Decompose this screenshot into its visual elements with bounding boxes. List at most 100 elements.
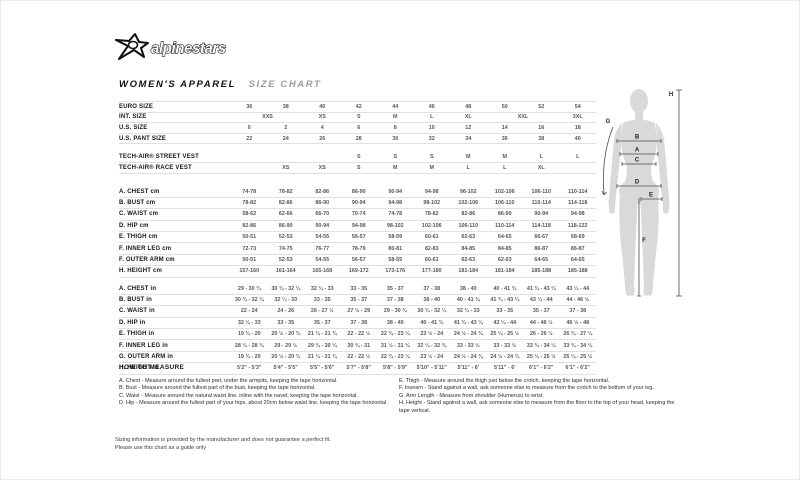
table-cell: 48 — [465, 103, 472, 110]
table-cell: 102-106 — [421, 222, 442, 229]
table-cell: 30 ¾ - 32 ¼ — [271, 285, 301, 292]
table-cell: 32 ¼ - 33 — [274, 297, 298, 304]
table-cell: 41 ¾ - 43 ¼ — [490, 297, 520, 304]
waist-line — [621, 162, 657, 166]
table-row: E. THIGH in 19 ¾ - 20 20 ½ - 20 ¾ 21 ¼ - 21… — [119, 329, 596, 341]
table-cell: 38 - 40 — [423, 297, 441, 304]
figure-label-hip: D — [635, 180, 640, 186]
table-row: D. HIP in 32 ¼ - 33 33 - 35 35 - 37 37 - 38 3… — [119, 318, 596, 330]
table-cell: 40 - 41 ¾ — [420, 319, 444, 326]
table-cell: 5'11" - 6' — [493, 365, 516, 372]
figure-label-chest: A — [635, 148, 640, 154]
row-label: F. INNER LEG cm — [119, 245, 172, 252]
table-cell: M — [429, 165, 435, 172]
table-cell: 70-74 — [351, 211, 366, 218]
table-group-cm: A. CHEST cm 74-78 78-82 82-86 86-90 90-94 94-9… — [119, 186, 596, 278]
measurement-lines — [601, 89, 682, 297]
arm-length-line — [601, 126, 614, 196]
row-label: D. HIP in — [119, 319, 146, 326]
female-silhouette — [608, 89, 670, 296]
table-cell: 54 — [574, 103, 581, 110]
figure-label-height: H — [669, 92, 673, 98]
table-cell: 28 — [355, 135, 362, 142]
table-cell: 31 ½ - 31 ¾ — [380, 342, 410, 349]
table-cell: 30 ¾ - 31 — [347, 342, 371, 349]
table-cell: 22 - 22 ½ — [347, 354, 371, 361]
table-cell: 5'8" - 5'9" — [383, 365, 408, 372]
table-cell: 30 ¾ - 32 ¼ — [234, 297, 264, 304]
row-label: U.S. PANT SIZE — [119, 135, 167, 142]
table-cell: 94-98 — [351, 222, 366, 229]
astar-icon — [115, 33, 149, 60]
measure-instruction: H. Height - Stand against a wall, ask so… — [399, 400, 675, 414]
table-cell: 24 ½ - 24 ¾ — [453, 331, 483, 338]
table-cell: 110-114 — [495, 222, 515, 229]
row-label: E. THIGH in — [119, 331, 155, 338]
logo-wordmark: alpinestars — [151, 40, 226, 57]
table-cell: 80-81 — [388, 245, 403, 252]
table-cell: 94-98 — [388, 199, 403, 206]
table-cell: XS — [318, 114, 326, 121]
measure-instruction: F. Inseam - Stand against a wall, ask so… — [399, 385, 654, 392]
table-cell: 185-188 — [567, 268, 588, 275]
table-cell: 50 — [501, 103, 508, 110]
table-cell: 22 - 22 ½ — [347, 331, 371, 338]
measure-instruction: B. Bust - Measure around the fullest par… — [119, 385, 316, 392]
table-group-techair: TECH-AIR® STREET VEST S S S M M L L TECH-AIR® RA… — [119, 152, 596, 175]
row-label: H. HEIGHT cm — [119, 268, 163, 275]
table-cell: 35 - 37 — [386, 285, 404, 292]
table-cell: 38 — [282, 103, 289, 110]
table-cell: 62-63 — [461, 256, 476, 263]
table-cell: 20 ½ - 20 ¾ — [271, 354, 301, 361]
table-cell: 181-184 — [458, 268, 479, 275]
table-cell: M — [466, 154, 471, 161]
table-cell: 44 - 46 ½ — [566, 297, 590, 304]
figure-label-bust: B — [635, 135, 640, 141]
table-cell: 76-77 — [315, 245, 330, 252]
table-row: A. CHEST cm 74-78 78-82 82-86 86-90 90-94 94-9… — [119, 186, 596, 198]
table-cell: 19 ¾ - 20 — [237, 354, 261, 361]
table-cell: 58-62 — [242, 211, 257, 218]
table-cell: 64-65 — [534, 256, 549, 263]
table-cell: 94-98 — [424, 188, 439, 195]
table-cell: 18 — [574, 124, 581, 131]
table-cell: 46 ½ - 48 — [566, 319, 590, 326]
table-cell: 50-51 — [242, 256, 257, 263]
table-cell: 22 - 24 — [240, 308, 258, 315]
table-cell: 36 — [246, 103, 253, 110]
table-cell: XXS — [262, 114, 273, 121]
table-cell: 82-86 — [242, 222, 257, 229]
table-cell: 29 - 30 ¾ — [237, 285, 261, 292]
table-cell: 60-61 — [424, 234, 439, 241]
table-cell: 86-87 — [534, 245, 549, 252]
table-cell: S — [393, 154, 398, 161]
figure-label-waist: C — [635, 158, 640, 164]
table-cell: 25 ¼ - 25 ½ — [563, 354, 593, 361]
measure-instruction: G. Arm Length - Measure from shoulder (H… — [399, 392, 544, 399]
table-cell: 114-118 — [568, 199, 588, 206]
table-cell: 72-73 — [242, 245, 257, 252]
table-cell: 62-63 — [461, 234, 476, 241]
table-cell: 21 ¼ - 21 ¾ — [307, 354, 337, 361]
table-cell: 33 - 35 — [496, 308, 514, 315]
table-cell: 35 - 37 — [350, 297, 368, 304]
measure-instruction: E. Thigh - Measure around the thigh just… — [399, 378, 610, 384]
row-label: H. HEIGHT in — [119, 365, 159, 372]
table-cell: 35 - 37 — [313, 319, 331, 326]
table-cell: 29 - 29 ½ — [274, 342, 298, 349]
row-label: E. THIGH cm — [119, 234, 158, 241]
table-cell: 64-65 — [497, 234, 512, 241]
table-row: INT. SIZE XXS XS S M L XL XXL 3XL — [119, 113, 596, 124]
figure-label-thigh: E — [649, 193, 653, 199]
table-cell: 181-184 — [494, 268, 515, 275]
table-cell: 161-164 — [275, 268, 296, 275]
hip-line — [616, 184, 662, 188]
table-cell: 40 - 41 ¾ — [493, 285, 517, 292]
row-label: TECH-AIR® STREET VEST — [119, 154, 199, 161]
table-row: D. HIP cm 82-86 86-90 90-94 94-98 98-102 102-1… — [119, 221, 596, 232]
row-label: A. CHEST cm — [119, 188, 160, 195]
body-measurement-figure: B A C D E F G H — [601, 89, 682, 297]
row-label: G. OUTER ARM in — [119, 354, 174, 361]
table-cell: 14 — [501, 124, 508, 131]
table-cell: 20 ½ - 20 ¾ — [271, 331, 301, 338]
